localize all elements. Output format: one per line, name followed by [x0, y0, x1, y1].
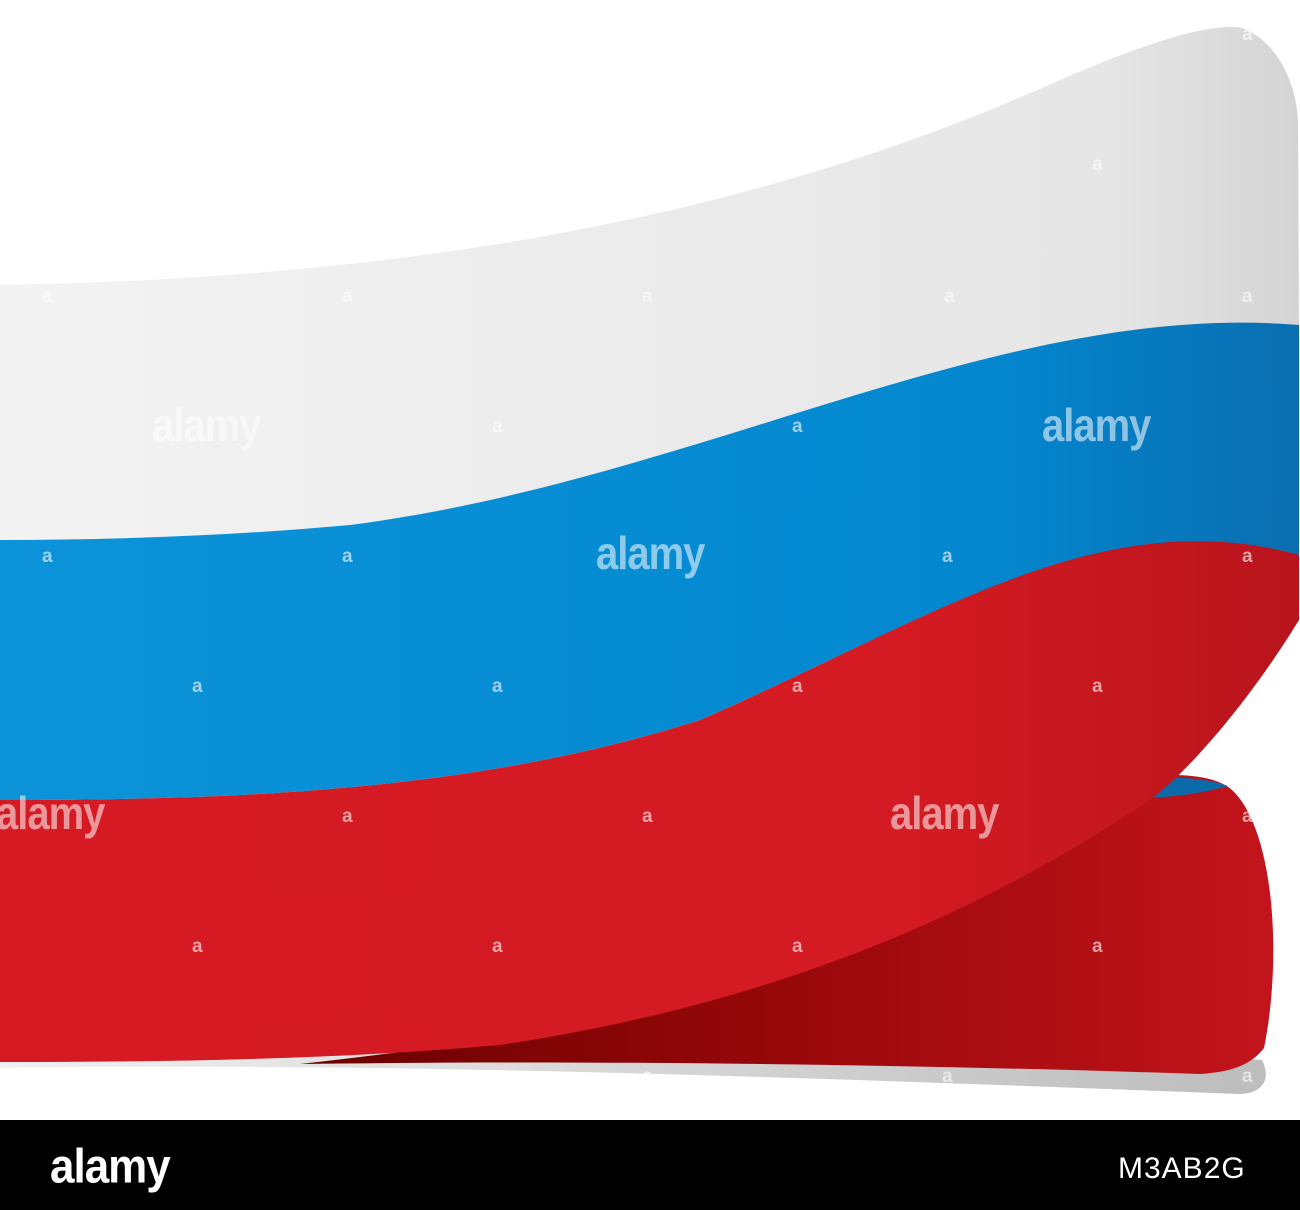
blue-stripe: [0, 322, 1299, 800]
image-id: M3AB2G: [1118, 1152, 1246, 1185]
white-stripe: [0, 27, 1299, 540]
alamy-logo[interactable]: alamy: [50, 1139, 171, 1194]
red-stripe: [0, 541, 1299, 1062]
footer-bar: alamy M3AB2G: [0, 1120, 1300, 1210]
russia-flag-ribbon: [0, 27, 1299, 1094]
